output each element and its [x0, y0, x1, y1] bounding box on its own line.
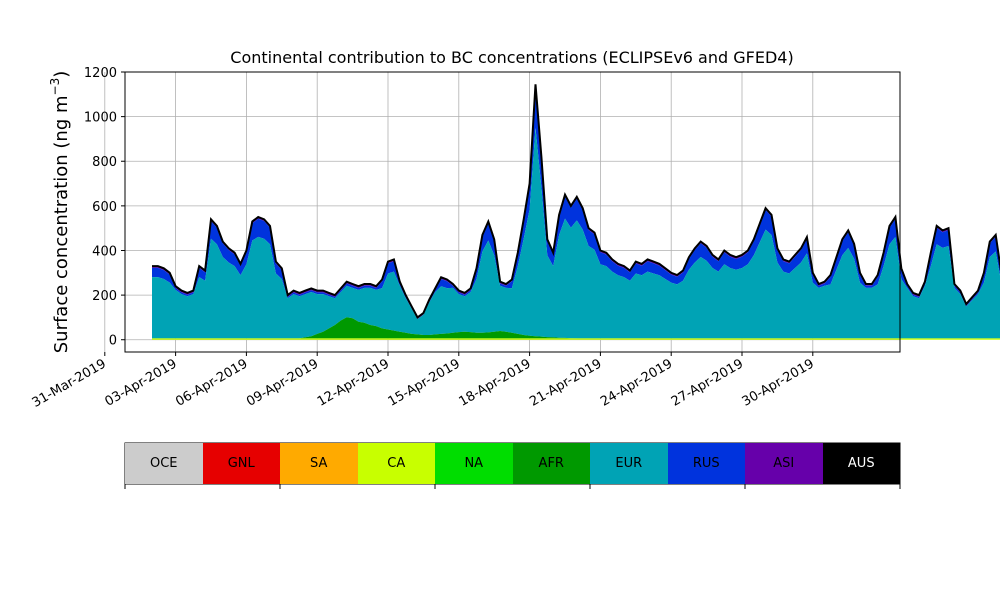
x-tick-label: 21-Apr-2019: [527, 356, 604, 409]
legend-colorbar: OCE GNL SA CA NA AFR EUR RUS ASI AUS: [125, 443, 900, 484]
y-axis-label: Surface concentration (ng m−3): [48, 71, 72, 354]
x-tick-label: 12-Apr-2019: [315, 356, 392, 409]
y-axis-label-close: ): [51, 71, 72, 78]
legend-item-aus: AUS: [822, 443, 900, 484]
series-area-afr: [152, 317, 1000, 339]
plot-frame: [124, 71, 901, 353]
x-tick-label: 27-Apr-2019: [669, 356, 746, 409]
y-tick-label: 200: [92, 289, 117, 304]
x-tick-label: 06-Apr-2019: [173, 356, 250, 409]
legend-item-sa: SA: [280, 443, 358, 484]
y-tick-label: 1200: [84, 66, 117, 81]
legend-item-na: NA: [435, 443, 513, 484]
y-tick-label: 800: [92, 155, 117, 170]
y-tick-label: 600: [92, 200, 117, 215]
legend-item-eur: EUR: [590, 443, 668, 484]
legend-item-afr: AFR: [512, 443, 590, 484]
x-tick-label: 18-Apr-2019: [456, 356, 533, 409]
y-axis-label-text: Surface concentration (ng m: [51, 95, 72, 353]
x-tick-label: 03-Apr-2019: [102, 356, 179, 409]
legend-item-oce: OCE: [125, 443, 203, 484]
x-tick-label: 15-Apr-2019: [386, 356, 463, 409]
y-tick-label: 0: [109, 334, 117, 349]
y-tick-label: 400: [92, 244, 117, 259]
series-area-eur: [152, 128, 1000, 339]
legend-item-ca: CA: [357, 443, 435, 484]
x-tick-label: 24-Apr-2019: [598, 356, 675, 409]
y-axis-label-exponent: −3: [48, 78, 62, 96]
chart-title: Continental contribution to BC concentra…: [230, 48, 793, 67]
legend-item-asi: ASI: [745, 443, 823, 484]
series-line-total: [152, 84, 1000, 319]
series-area-ca: [152, 338, 1000, 340]
x-tick-label: 31-Mar-2019: [30, 356, 109, 410]
area-layer: [152, 84, 1000, 340]
series-area-rus: [152, 86, 1000, 319]
legend-item-gnl: GNL: [202, 443, 280, 484]
legend-item-rus: RUS: [667, 443, 745, 484]
x-tick-label: 09-Apr-2019: [244, 356, 321, 409]
y-tick-label: 1000: [84, 111, 117, 126]
x-tick-label: 30-Apr-2019: [740, 356, 817, 409]
